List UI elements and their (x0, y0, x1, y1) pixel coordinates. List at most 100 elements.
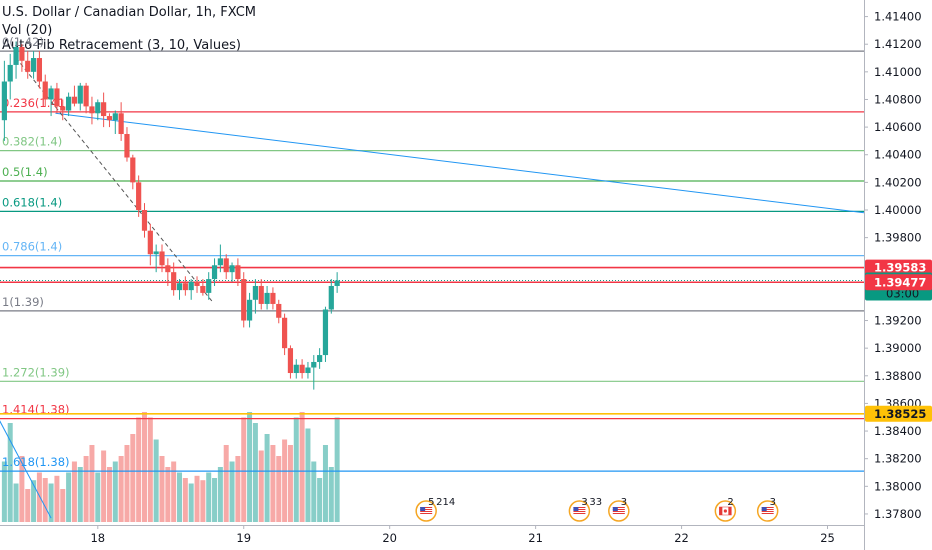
candle-body (264, 292, 270, 304)
candle-body (252, 285, 259, 300)
fib-indicator-label[interactable]: Auto Fib Retracement (3, 10, Values) (2, 38, 241, 53)
candle-body (153, 251, 159, 255)
candle-body (159, 251, 165, 266)
canada-flag-icon (723, 509, 727, 513)
volume-bar (95, 472, 101, 522)
volume-bar (124, 445, 130, 522)
candle-body (36, 58, 43, 82)
volume-bar (118, 456, 124, 522)
canada-flag-icon (728, 507, 732, 515)
us-flag-icon (420, 507, 433, 508)
us-flag-icon (612, 509, 625, 510)
volume-bar (252, 423, 258, 522)
volume-bar (293, 417, 299, 522)
candle-body (7, 64, 13, 82)
us-flag-icon (573, 509, 586, 510)
candle-body (293, 364, 299, 374)
candle-body (147, 230, 153, 255)
candle-body (71, 96, 78, 104)
canada-flag-icon (719, 507, 723, 515)
price-tick-label: 1.38200 (874, 452, 922, 466)
price-tick-label: 1.39200 (874, 314, 922, 328)
volume-bar (334, 417, 340, 522)
candle-body (42, 81, 48, 100)
us-flag-icon (420, 509, 433, 510)
event-count: 3 (621, 497, 627, 508)
candle-body (188, 281, 194, 291)
volume-bar (13, 483, 19, 522)
candle-body (229, 265, 235, 273)
time-tick-label: 20 (382, 531, 397, 545)
volume-bar (60, 489, 66, 522)
volume-bar (89, 445, 95, 522)
volume-bar (48, 483, 54, 522)
candle-body (30, 58, 37, 72)
volume-bar (194, 475, 200, 522)
volume-bar (153, 439, 159, 522)
fib-level-label: 0.786(1.4) (2, 240, 62, 254)
volume-bar (177, 472, 183, 522)
candle-body (141, 210, 148, 231)
volume-bar (200, 480, 206, 522)
volume-bar (25, 489, 31, 522)
price-tick-label: 1.40200 (874, 175, 922, 189)
volume-bar (31, 480, 37, 522)
volume-bar (19, 456, 25, 522)
candle-body (276, 303, 282, 318)
candle-body (130, 157, 136, 183)
us-flag-icon (420, 513, 433, 514)
volume-bar (212, 478, 218, 522)
candle-body (77, 85, 83, 104)
price-tag-label: 1.38525 (874, 407, 926, 421)
volume-bar (1, 461, 7, 522)
volume-bar (328, 467, 334, 522)
price-tick-label: 1.39000 (874, 341, 922, 355)
us-flag-icon (612, 507, 625, 508)
volume-bar (258, 450, 264, 522)
volume-bar (317, 478, 323, 522)
candle-body (171, 272, 177, 291)
candle-body (136, 182, 142, 210)
us-flag-icon (420, 507, 426, 511)
volume-indicator-label[interactable]: Vol (20) (2, 23, 53, 38)
volume-bar (66, 472, 72, 522)
volume-bar (71, 461, 77, 522)
time-tick-label: 21 (528, 531, 543, 545)
price-tick-label: 1.38400 (874, 424, 922, 438)
chart-symbol-title[interactable]: U.S. Dollar / Canadian Dollar, 1h, FXCM (2, 5, 257, 20)
volume-bar (223, 445, 229, 522)
price-tick-label: 1.39800 (874, 231, 922, 245)
candle-body (65, 96, 72, 111)
candle-body (217, 258, 223, 266)
volume-bar (311, 461, 317, 522)
candle-body (83, 85, 89, 107)
candle-body (334, 280, 340, 286)
candle-body (13, 46, 19, 65)
fib-level-label: 0.618(1.4) (2, 195, 62, 209)
fib-level-label: 0(1.42) (2, 35, 44, 49)
volume-bar (101, 450, 107, 522)
fib-level-label: 1.272(1.39) (2, 365, 70, 379)
volume-bar (282, 439, 288, 522)
us-flag-icon (761, 511, 774, 512)
price-tag (865, 274, 932, 291)
candle-body (106, 116, 113, 121)
volume-bar (206, 472, 212, 522)
volume-bar (299, 412, 305, 522)
volume-bar (141, 412, 147, 522)
us-flag-icon (573, 513, 586, 514)
volume-bar (305, 428, 311, 522)
price-tick-label: 1.40000 (874, 203, 922, 217)
price-tag-label: 1.39583 (874, 261, 926, 275)
us-flag-icon (761, 513, 774, 514)
price-tick-label: 1.41400 (874, 10, 922, 24)
volume-bar (36, 472, 42, 522)
price-tick-label: 1.40600 (874, 120, 922, 134)
fib-level-label: 1(1.39) (2, 295, 44, 309)
us-flag-icon (761, 507, 774, 508)
time-tick-label: 18 (90, 531, 105, 545)
volume-bar (147, 417, 153, 522)
candle-body (1, 81, 7, 121)
candle-body (287, 348, 294, 374)
